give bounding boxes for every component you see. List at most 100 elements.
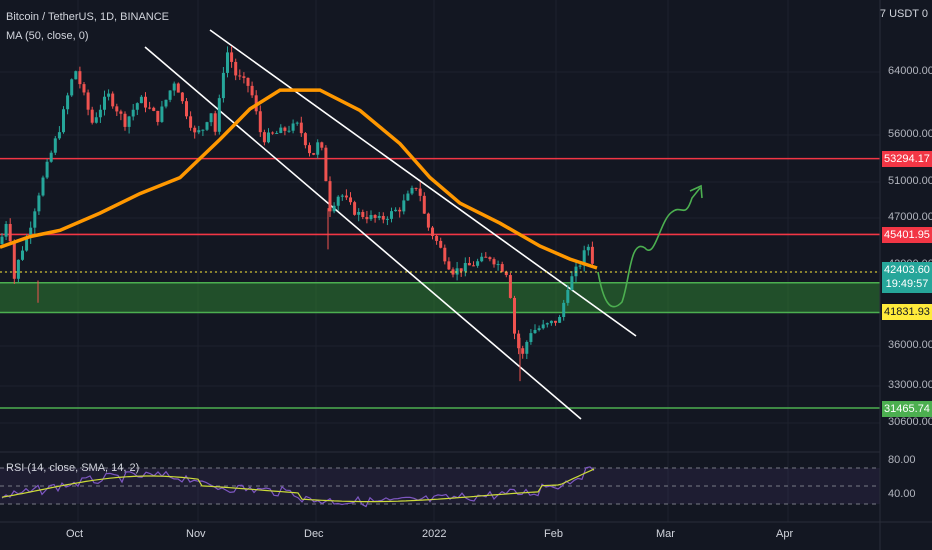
symbol-legend[interactable]: Bitcoin / TetherUS, 1D, BINANCE [6, 11, 170, 23]
candle [340, 194, 344, 201]
candle [123, 111, 127, 131]
candle [476, 258, 480, 268]
candle [283, 126, 287, 136]
candle [238, 69, 242, 80]
candle [29, 221, 33, 244]
time-tick-label: Mar [656, 528, 675, 540]
candle [148, 101, 152, 110]
candle [53, 136, 57, 156]
candle [521, 345, 525, 359]
candle [41, 175, 45, 197]
candle [185, 98, 188, 120]
candle [217, 94, 221, 135]
time-tick-label: Oct [66, 528, 84, 540]
candle [267, 128, 270, 144]
candle [12, 239, 16, 284]
candle [508, 272, 512, 299]
candle [279, 124, 283, 134]
candle [353, 200, 357, 216]
candle [373, 214, 377, 223]
candle [402, 194, 406, 215]
candle [385, 216, 389, 226]
level-badge-53294: 53294.17 [882, 151, 932, 167]
rsi-pane [0, 466, 880, 508]
price-tick-label: 64000.00 [888, 65, 932, 77]
candle [86, 89, 90, 116]
candle [90, 106, 94, 125]
time-tick-label: Feb [544, 528, 563, 540]
candle [451, 267, 455, 278]
candle [160, 100, 164, 123]
candle [533, 324, 537, 334]
candle [213, 110, 217, 136]
candle [107, 89, 111, 101]
candle [0, 232, 4, 245]
rsi-legend[interactable]: RSI (14, close, SMA, 14, 2) [6, 462, 140, 474]
candle [381, 212, 385, 224]
candle [443, 244, 447, 265]
candle [197, 125, 201, 135]
price-tick-label: 36000.00 [888, 339, 932, 351]
descending-channel [144, 29, 637, 420]
candle [365, 210, 369, 224]
candle [488, 256, 492, 262]
candle [189, 111, 193, 131]
candle [135, 102, 139, 116]
time-tick-label: Dec [304, 528, 324, 540]
candle [180, 92, 184, 104]
current-price-value: 42403.60 [884, 264, 930, 276]
candle [545, 322, 549, 328]
price-tick-label: 47000.00 [888, 211, 932, 223]
candle [406, 190, 410, 201]
candle [541, 319, 545, 330]
candle [472, 261, 475, 267]
candle [459, 268, 463, 277]
candle [250, 81, 254, 98]
candle [246, 77, 250, 93]
candle [578, 263, 582, 270]
candle [529, 329, 533, 345]
ma-legend[interactable]: MA (50, close, 0) [6, 30, 89, 42]
candle [193, 125, 197, 139]
rsi-tick-label: 40.00 [888, 488, 916, 500]
candle [398, 207, 402, 218]
candle [590, 241, 594, 268]
candle [172, 81, 176, 96]
candle [349, 192, 352, 205]
forecast-path [597, 187, 701, 308]
candle [308, 142, 311, 157]
candle [201, 129, 205, 137]
candle [164, 99, 168, 109]
candle [70, 78, 74, 97]
candle [62, 106, 65, 134]
candle [262, 129, 266, 146]
candle [291, 119, 295, 134]
candle [447, 257, 451, 271]
candle [570, 271, 574, 291]
candle [439, 237, 443, 249]
time-tick-label: Apr [776, 528, 794, 540]
candle [152, 106, 156, 112]
candle [377, 211, 381, 221]
candle [131, 104, 135, 121]
candle [316, 139, 320, 159]
current-price-badge: 42403.60 19:49:57 [882, 262, 932, 293]
candle [275, 130, 279, 134]
candle [344, 189, 348, 200]
candle [525, 340, 529, 360]
candle [168, 90, 172, 103]
candle [328, 176, 332, 218]
candle [156, 110, 160, 126]
candle [8, 218, 12, 246]
time-tick-label: Nov [186, 528, 206, 540]
candle [431, 225, 434, 240]
candle [369, 210, 373, 222]
candle [230, 46, 234, 68]
candle [586, 244, 590, 256]
candle [463, 257, 467, 277]
candle [176, 82, 180, 93]
candle [57, 126, 61, 140]
support-zone [0, 282, 880, 313]
price-unit-label[interactable]: 7 USDT 0 [879, 8, 928, 20]
